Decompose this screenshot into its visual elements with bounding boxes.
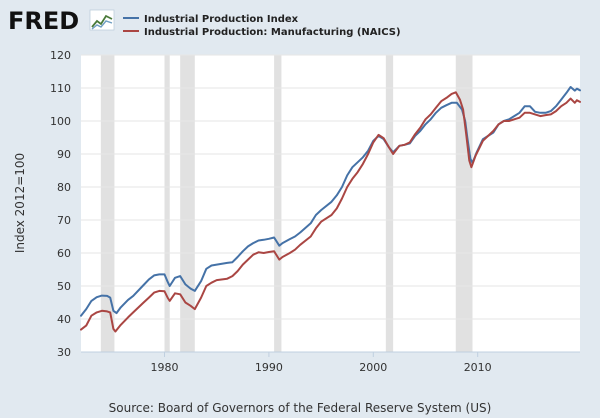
x-tick-label-3: 2010	[464, 361, 492, 374]
y-tick-label-5: 80	[57, 181, 71, 194]
recession-bar-3	[274, 55, 282, 352]
y-tick-label-7: 100	[50, 115, 71, 128]
recession-bar-1	[164, 55, 170, 352]
y-tick-label-6: 90	[57, 148, 71, 161]
y-tick-label-0: 30	[57, 346, 71, 359]
y-axis-label: Index 2012=100	[13, 153, 27, 253]
y-axis: 30 40 50 60 70 80 90 100 110 120	[50, 49, 71, 359]
y-tick-label-4: 70	[57, 214, 71, 227]
recession-shading	[100, 55, 473, 352]
legend-label-1: Industrial Production: Manufacturing (NA…	[144, 27, 401, 38]
y-tick-label-1: 40	[57, 313, 71, 326]
recession-bar-5	[455, 55, 473, 352]
fred-logo-text: FRED	[8, 7, 79, 35]
x-tick-label-1: 1990	[255, 361, 283, 374]
recession-bar-0	[100, 55, 115, 352]
y-tick-label-9: 120	[50, 49, 71, 62]
series-lines	[80, 86, 581, 333]
recession-bar-2	[180, 55, 195, 352]
recession-bar-4	[385, 55, 394, 352]
y-tick-label-3: 60	[57, 247, 71, 260]
legend-label-0: Industrial Production Index	[144, 14, 299, 25]
x-axis: 1980 1990 2000 2010	[81, 351, 580, 374]
source-note: Source: Board of Governors of the Federa…	[109, 401, 492, 415]
y-tick-label-8: 110	[50, 82, 71, 95]
series-line-1	[80, 91, 581, 333]
x-tick-label-0: 1980	[151, 361, 179, 374]
y-tick-label-2: 50	[57, 280, 71, 293]
fred-chart-icon	[89, 9, 115, 31]
chart-legend: Industrial Production Index Industrial Pr…	[123, 14, 401, 38]
x-tick-label-2: 2000	[359, 361, 387, 374]
